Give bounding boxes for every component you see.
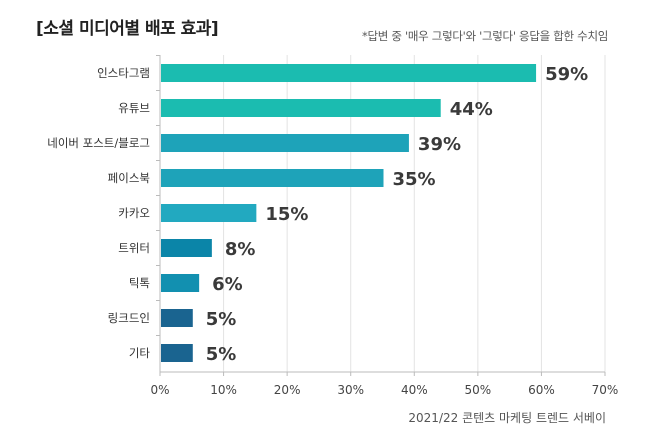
category-label: 네이버 포스트/블로그 — [47, 136, 150, 150]
value-label: 5% — [206, 344, 237, 365]
bar — [161, 169, 384, 187]
value-label: 59% — [545, 64, 588, 85]
category-label: 기타 — [129, 346, 151, 360]
value-label: 39% — [418, 134, 461, 155]
category-label: 페이스북 — [108, 171, 150, 185]
category-label: 틱톡 — [129, 276, 150, 290]
bar — [161, 64, 537, 82]
category-label: 카카오 — [118, 206, 150, 220]
bar — [161, 134, 409, 152]
bar — [161, 204, 257, 222]
bar — [161, 309, 193, 327]
x-tick-label: 50% — [465, 383, 492, 397]
value-label: 15% — [265, 204, 308, 225]
value-label: 5% — [206, 309, 237, 330]
value-label: 6% — [212, 274, 243, 295]
x-tick-label: 0% — [150, 383, 169, 397]
value-label: 8% — [225, 239, 256, 260]
bar — [161, 274, 200, 292]
bar — [161, 239, 212, 257]
x-tick-label: 70% — [592, 383, 619, 397]
x-tick-label: 60% — [528, 383, 555, 397]
x-tick-label: 20% — [274, 383, 301, 397]
value-label: 44% — [450, 99, 493, 120]
x-tick-label: 40% — [401, 383, 428, 397]
bar — [161, 344, 193, 362]
chart-title: [소셜 미디어별 배포 효과] — [36, 19, 219, 39]
value-label: 35% — [393, 169, 436, 190]
category-label: 유튜브 — [118, 101, 150, 115]
category-label: 트위터 — [118, 241, 150, 255]
category-label: 링크드인 — [108, 311, 150, 325]
chart-note: *답변 중 '매우 그렇다'와 '그렇다' 응답을 합한 수치임 — [362, 29, 608, 43]
x-tick-label: 10% — [210, 383, 237, 397]
category-label: 인스타그램 — [97, 66, 150, 80]
bar — [161, 99, 441, 117]
x-tick-label: 30% — [337, 383, 364, 397]
chart-source: 2021/22 콘텐츠 마케팅 트렌드 서베이 — [408, 411, 606, 425]
